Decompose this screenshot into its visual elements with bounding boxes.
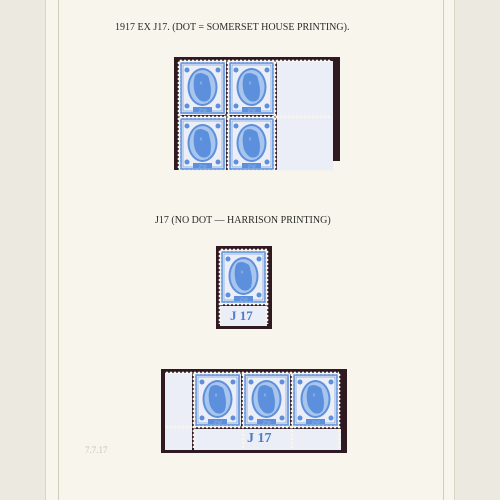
- stamp: 2½d: [243, 373, 290, 427]
- svg-text:2½d: 2½d: [199, 164, 208, 169]
- svg-text:2½d: 2½d: [263, 420, 272, 425]
- perforation: [226, 61, 230, 171]
- perforation: [273, 61, 277, 171]
- perforation: [220, 302, 267, 306]
- perforation: [241, 373, 245, 448]
- svg-text:2½d: 2½d: [199, 108, 208, 113]
- left-selvage-strip: [165, 373, 192, 450]
- perforation: [220, 248, 267, 252]
- stamp: 2½d: [179, 61, 226, 115]
- stamp: 2½d: [179, 117, 226, 171]
- perforation: [179, 59, 331, 63]
- perforation: [337, 373, 341, 448]
- svg-text:2½d: 2½d: [248, 164, 257, 169]
- stamp: 2½d: [194, 373, 241, 427]
- stamp: 2½d: [220, 250, 267, 304]
- stamp: 2½d: [228, 61, 275, 115]
- svg-text:2½d: 2½d: [312, 420, 321, 425]
- perforation: [179, 115, 331, 119]
- svg-text:2½d: 2½d: [248, 108, 257, 113]
- perforation: [177, 61, 181, 171]
- perforation: [192, 373, 196, 448]
- perforation: [218, 250, 222, 324]
- heading-2: J17 (NO DOT — HARRISON PRINTING): [155, 215, 331, 226]
- perforation: [179, 169, 331, 173]
- stamp: 2½d: [228, 117, 275, 171]
- svg-text:2½d: 2½d: [214, 420, 223, 425]
- control-number-j17-strip: J 17: [247, 431, 272, 447]
- pencil-date-note: 7.7.17: [85, 445, 108, 455]
- perforation: [290, 373, 294, 448]
- heading-1: 1917 EX J17. (DOT = SOMERSET HOUSE PRINT…: [115, 22, 349, 33]
- perforation: [265, 250, 269, 324]
- svg-text:2½d: 2½d: [240, 297, 249, 302]
- control-number-j17-single: J 17: [230, 308, 253, 324]
- stamp: 2½d: [292, 373, 339, 427]
